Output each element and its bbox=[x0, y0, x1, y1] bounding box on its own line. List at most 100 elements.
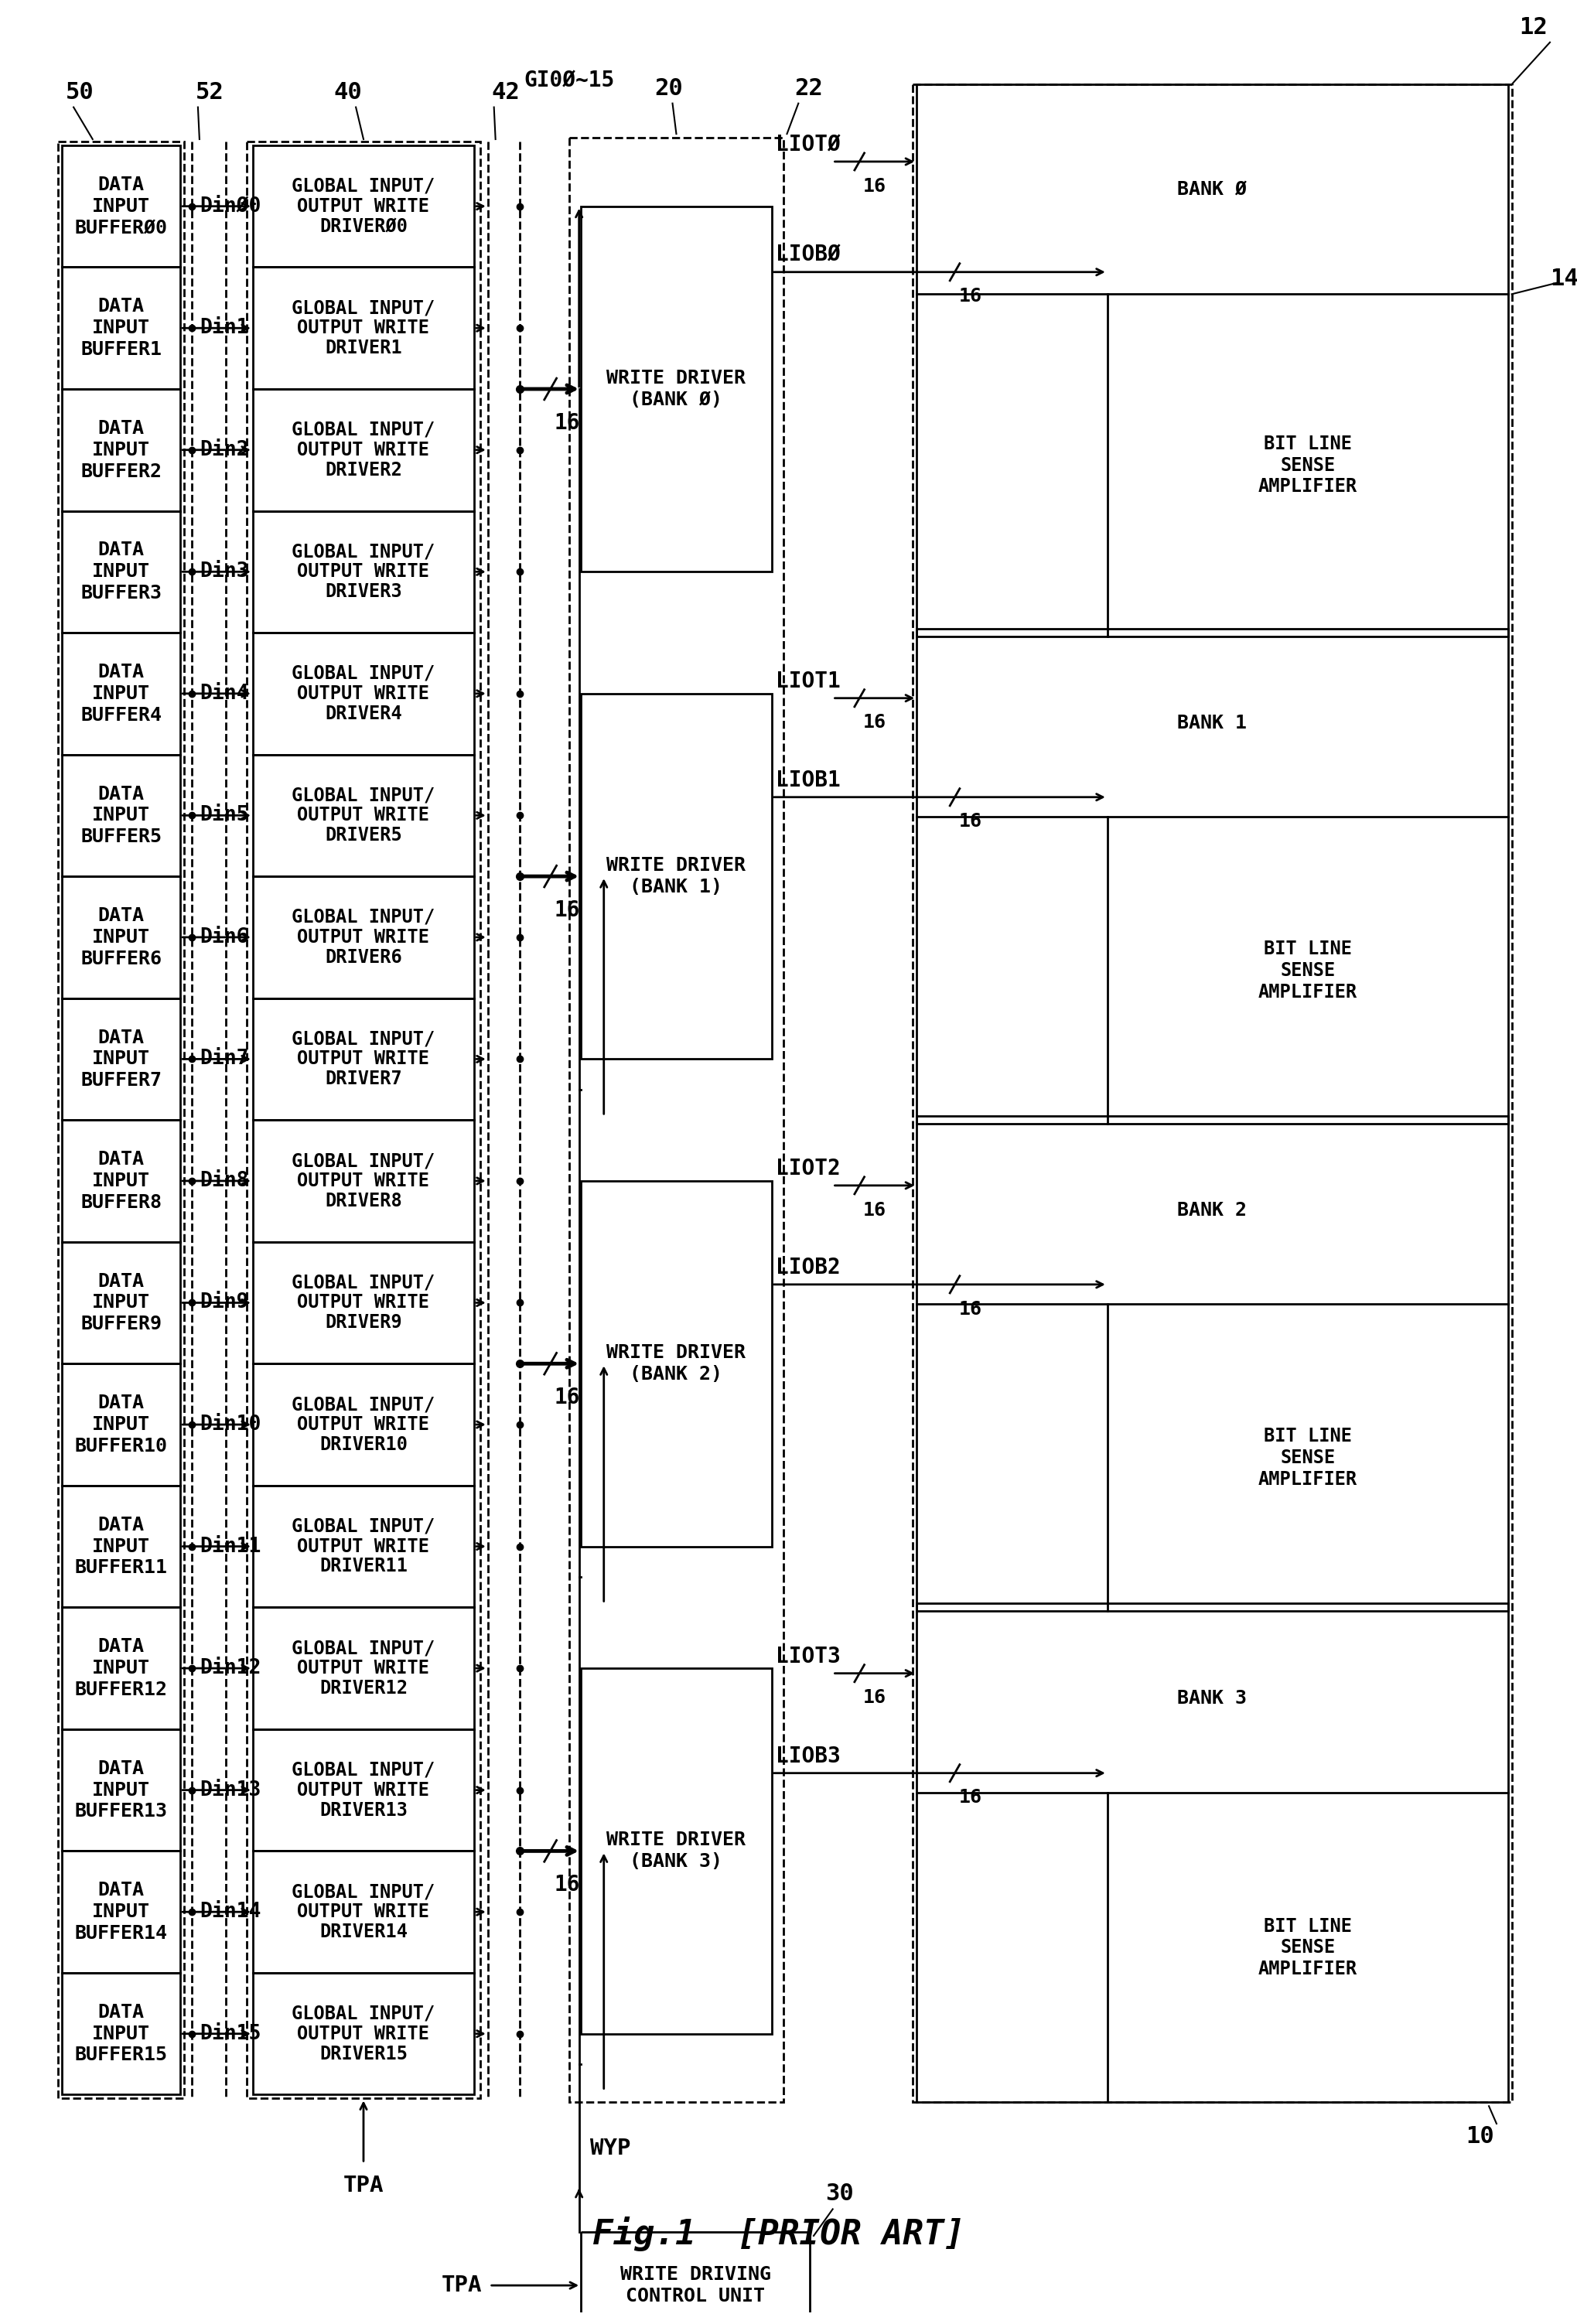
Text: DATA
INPUT
BUFFER11: DATA INPUT BUFFER11 bbox=[74, 1515, 167, 1578]
Bar bbox=[916, 1604, 1508, 2103]
Text: BIT LINE
SENSE
AMPLIFIER: BIT LINE SENSE AMPLIFIER bbox=[1258, 1427, 1358, 1487]
Text: WRITE DRIVING
CONTROL UNIT: WRITE DRIVING CONTROL UNIT bbox=[620, 2266, 771, 2305]
Text: 22: 22 bbox=[795, 77, 823, 100]
Text: LIOT1: LIOT1 bbox=[776, 669, 841, 693]
Text: GLOBAL INPUT/
OUTPUT WRITE
DRIVER14: GLOBAL INPUT/ OUTPUT WRITE DRIVER14 bbox=[292, 1882, 435, 1941]
Bar bbox=[252, 1241, 475, 1364]
Text: Din2: Din2 bbox=[199, 439, 249, 460]
Bar bbox=[62, 1241, 180, 1364]
Bar bbox=[916, 84, 1508, 637]
Text: BIT LINE
SENSE
AMPLIFIER: BIT LINE SENSE AMPLIFIER bbox=[1258, 435, 1358, 495]
Text: Din8: Din8 bbox=[199, 1171, 249, 1190]
Text: 52: 52 bbox=[196, 81, 224, 102]
Bar bbox=[252, 999, 475, 1120]
Text: DATA
INPUT
BUFFER8: DATA INPUT BUFFER8 bbox=[80, 1150, 162, 1211]
Text: 16: 16 bbox=[959, 1789, 982, 1808]
Text: GLOBAL INPUT/
OUTPUT WRITE
DRIVER7: GLOBAL INPUT/ OUTPUT WRITE DRIVER7 bbox=[292, 1030, 435, 1088]
Text: LIOBØ: LIOBØ bbox=[776, 244, 841, 265]
Text: Din15: Din15 bbox=[199, 2024, 260, 2043]
Text: BANK 2: BANK 2 bbox=[1178, 1202, 1247, 1220]
Text: TPA: TPA bbox=[344, 2175, 383, 2196]
Bar bbox=[62, 1120, 180, 1241]
Text: BANK Ø: BANK Ø bbox=[1178, 179, 1247, 198]
Text: 16: 16 bbox=[959, 288, 982, 307]
Text: TPA: TPA bbox=[442, 2275, 481, 2296]
Bar bbox=[62, 1850, 180, 1973]
Text: Din7: Din7 bbox=[199, 1048, 249, 1069]
Bar bbox=[913, 84, 1512, 2103]
Bar bbox=[62, 267, 180, 388]
Bar bbox=[252, 1850, 475, 1973]
Text: WRITE DRIVER
(BANK 1): WRITE DRIVER (BANK 1) bbox=[607, 855, 746, 897]
Bar bbox=[62, 1485, 180, 1608]
Text: DATA
INPUT
BUFFER3: DATA INPUT BUFFER3 bbox=[80, 541, 162, 602]
Text: GLOBAL INPUT/
OUTPUT WRITE
DRIVER9: GLOBAL INPUT/ OUTPUT WRITE DRIVER9 bbox=[292, 1274, 435, 1332]
Bar bbox=[916, 630, 1508, 1125]
Text: Din5: Din5 bbox=[199, 806, 249, 825]
Bar bbox=[252, 267, 475, 388]
Text: DinØ0: DinØ0 bbox=[199, 195, 260, 216]
Text: 16: 16 bbox=[863, 1690, 886, 1708]
Text: GLOBAL INPUT/
OUTPUT WRITE
DRIVER13: GLOBAL INPUT/ OUTPUT WRITE DRIVER13 bbox=[292, 1762, 435, 1820]
Text: 16: 16 bbox=[959, 1299, 982, 1318]
Text: 42: 42 bbox=[492, 81, 520, 102]
Bar bbox=[62, 1973, 180, 2094]
Text: GLOBAL INPUT/
OUTPUT WRITE
DRIVER11: GLOBAL INPUT/ OUTPUT WRITE DRIVER11 bbox=[292, 1518, 435, 1576]
Bar bbox=[62, 1364, 180, 1485]
Text: 16: 16 bbox=[863, 713, 886, 732]
Text: GLOBAL INPUT/
OUTPUT WRITE
DRIVER8: GLOBAL INPUT/ OUTPUT WRITE DRIVER8 bbox=[292, 1153, 435, 1211]
Text: LIOT2: LIOT2 bbox=[776, 1157, 841, 1178]
Bar bbox=[252, 1485, 475, 1608]
Text: Din11: Din11 bbox=[199, 1536, 260, 1557]
Text: Din10: Din10 bbox=[199, 1415, 260, 1434]
Text: GLOBAL INPUT/
OUTPUT WRITE
DRIVER6: GLOBAL INPUT/ OUTPUT WRITE DRIVER6 bbox=[292, 909, 435, 967]
Text: 40: 40 bbox=[334, 81, 363, 102]
Text: DATA
INPUT
BUFFER7: DATA INPUT BUFFER7 bbox=[80, 1027, 162, 1090]
Text: DATA
INPUT
BUFFERØ0: DATA INPUT BUFFERØ0 bbox=[74, 177, 167, 237]
Bar bbox=[569, 137, 784, 2103]
Text: 16: 16 bbox=[863, 177, 886, 195]
Text: 50: 50 bbox=[66, 81, 95, 102]
Text: GLOBAL INPUT/
OUTPUT WRITE
DRIVER4: GLOBAL INPUT/ OUTPUT WRITE DRIVER4 bbox=[292, 665, 435, 723]
Bar bbox=[62, 999, 180, 1120]
Bar bbox=[62, 388, 180, 511]
Text: WYP: WYP bbox=[590, 2138, 631, 2159]
Text: GLOBAL INPUT/
OUTPUT WRITE
DRIVER5: GLOBAL INPUT/ OUTPUT WRITE DRIVER5 bbox=[292, 786, 435, 844]
Text: Din3: Din3 bbox=[199, 562, 249, 581]
Text: LIOB3: LIOB3 bbox=[776, 1745, 841, 1766]
Text: LIOB2: LIOB2 bbox=[776, 1257, 841, 1278]
Text: Din13: Din13 bbox=[199, 1780, 260, 1801]
Text: DATA
INPUT
BUFFER2: DATA INPUT BUFFER2 bbox=[80, 418, 162, 481]
Bar bbox=[580, 207, 771, 572]
Bar bbox=[252, 632, 475, 755]
Text: LIOTØ: LIOTØ bbox=[776, 135, 841, 156]
Bar bbox=[62, 1608, 180, 1729]
Text: Din9: Din9 bbox=[199, 1292, 249, 1313]
Text: BANK 3: BANK 3 bbox=[1178, 1690, 1247, 1708]
Bar bbox=[252, 1364, 475, 1485]
Text: DATA
INPUT
BUFFER13: DATA INPUT BUFFER13 bbox=[74, 1759, 167, 1822]
Text: DATA
INPUT
BUFFER5: DATA INPUT BUFFER5 bbox=[80, 786, 162, 846]
Text: 12: 12 bbox=[1519, 16, 1549, 40]
Text: DATA
INPUT
BUFFER14: DATA INPUT BUFFER14 bbox=[74, 1880, 167, 1943]
Bar bbox=[580, 1181, 771, 1545]
Text: WRITE DRIVER
(BANK 2): WRITE DRIVER (BANK 2) bbox=[607, 1343, 746, 1383]
Bar bbox=[580, 1669, 771, 2034]
Text: GLOBAL INPUT/
OUTPUT WRITE
DRIVER15: GLOBAL INPUT/ OUTPUT WRITE DRIVER15 bbox=[292, 2003, 435, 2064]
Bar bbox=[62, 632, 180, 755]
Text: DATA
INPUT
BUFFER10: DATA INPUT BUFFER10 bbox=[74, 1394, 167, 1455]
Bar bbox=[580, 2231, 811, 2324]
Text: DATA
INPUT
BUFFER12: DATA INPUT BUFFER12 bbox=[74, 1638, 167, 1699]
Text: Din14: Din14 bbox=[199, 1901, 260, 1922]
Text: WRITE DRIVER
(BANK 3): WRITE DRIVER (BANK 3) bbox=[607, 1831, 746, 1871]
Text: 16: 16 bbox=[863, 1202, 886, 1220]
Text: Fig.1  [PRIOR ART]: Fig.1 [PRIOR ART] bbox=[593, 2217, 965, 2252]
Bar bbox=[62, 1729, 180, 1850]
Bar bbox=[252, 511, 475, 632]
Text: 16: 16 bbox=[959, 813, 982, 832]
Bar bbox=[252, 1608, 475, 1729]
Bar bbox=[252, 876, 475, 999]
Bar bbox=[62, 146, 180, 267]
Text: GLOBAL INPUT/
OUTPUT WRITE
DRIVER1: GLOBAL INPUT/ OUTPUT WRITE DRIVER1 bbox=[292, 300, 435, 358]
Bar bbox=[580, 693, 771, 1060]
